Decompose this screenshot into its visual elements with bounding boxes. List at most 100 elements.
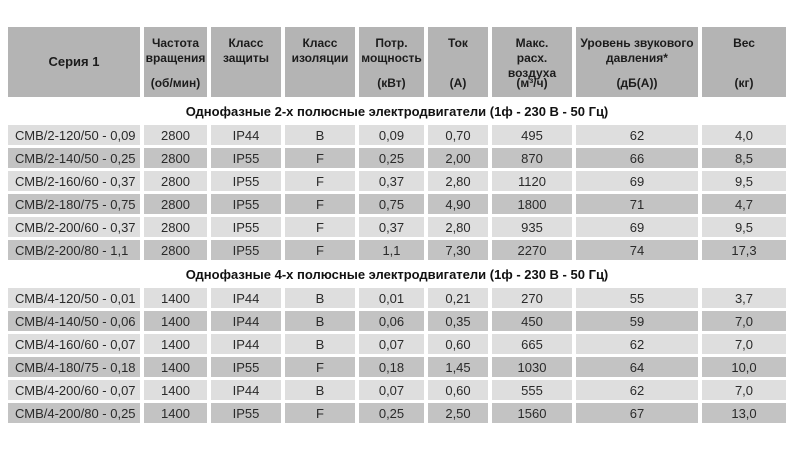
cell-current: 2,50 — [428, 403, 488, 423]
column-unit: (кВт) — [377, 76, 406, 90]
section-header-row-2pole: Однофазные 2-х полюсные электродвигатели… — [8, 100, 786, 122]
column-title: Вес — [733, 36, 755, 50]
cell-weight: 3,7 — [702, 288, 786, 308]
cell-insulation: F — [285, 171, 355, 191]
cell-current: 0,60 — [428, 334, 488, 354]
table-row: СМВ/4-180/75 - 0,18 1400 IP55 F 0,18 1,45 1030… — [8, 357, 786, 377]
cell-noise: 64 — [576, 357, 698, 377]
cell-power: 0,37 — [359, 217, 424, 237]
cell-airflow: 935 — [492, 217, 572, 237]
page: Серия 1 Частота вращения (об/мин) Класс з… — [4, 24, 790, 426]
cell-current: 2,80 — [428, 217, 488, 237]
column-header-insulation: Класс изоляции — [285, 27, 355, 97]
cell-weight: 7,0 — [702, 380, 786, 400]
cell-protection: IP44 — [211, 288, 281, 308]
cell-weight: 4,7 — [702, 194, 786, 214]
cell-weight: 17,3 — [702, 240, 786, 260]
cell-power: 0,18 — [359, 357, 424, 377]
cell-insulation: F — [285, 240, 355, 260]
table-header-row: Серия 1 Частота вращения (об/мин) Класс з… — [8, 27, 786, 97]
column-header-series: Серия 1 — [8, 27, 140, 97]
cell-current: 0,35 — [428, 311, 488, 331]
cell-protection: IP55 — [211, 217, 281, 237]
cell-power: 0,25 — [359, 148, 424, 168]
cell-series: СМВ/4-200/80 - 0,25 — [8, 403, 140, 423]
cell-noise: 74 — [576, 240, 698, 260]
cell-power: 0,37 — [359, 171, 424, 191]
cell-insulation: B — [285, 288, 355, 308]
table-row: СМВ/4-200/80 - 0,25 1400 IP55 F 0,25 2,50 1560… — [8, 403, 786, 423]
cell-rpm: 2800 — [144, 240, 207, 260]
cell-airflow: 555 — [492, 380, 572, 400]
cell-insulation: B — [285, 311, 355, 331]
column-unit: (кг) — [734, 76, 754, 90]
cell-insulation: B — [285, 380, 355, 400]
cell-rpm: 2800 — [144, 125, 207, 145]
column-header-weight: Вес (кг) — [702, 27, 786, 97]
cell-rpm: 2800 — [144, 171, 207, 191]
cell-airflow: 1560 — [492, 403, 572, 423]
cell-current: 4,90 — [428, 194, 488, 214]
cell-insulation: B — [285, 125, 355, 145]
cell-protection: IP44 — [211, 125, 281, 145]
column-header-noise: Уровень звукового давления* (дБ(А)) — [576, 27, 698, 97]
cell-weight: 7,0 — [702, 334, 786, 354]
cell-protection: IP55 — [211, 403, 281, 423]
cell-airflow: 1120 — [492, 171, 572, 191]
section-header-row-4pole: Однофазные 4-х полюсные электродвигатели… — [8, 263, 786, 285]
cell-rpm: 1400 — [144, 288, 207, 308]
cell-power: 1,1 — [359, 240, 424, 260]
table-row: СМВ/2-140/50 - 0,25 2800 IP55 F 0,25 2,00 870 6… — [8, 148, 786, 168]
column-title: Серия 1 — [48, 53, 100, 69]
cell-airflow: 870 — [492, 148, 572, 168]
table-row: СМВ/4-120/50 - 0,01 1400 IP44 B 0,01 0,21 270 5… — [8, 288, 786, 308]
section-header-2pole: Однофазные 2-х полюсные электродвигатели… — [8, 100, 786, 122]
column-header-current: Ток (А) — [428, 27, 488, 97]
cell-insulation: F — [285, 194, 355, 214]
cell-weight: 9,5 — [702, 171, 786, 191]
cell-weight: 9,5 — [702, 217, 786, 237]
column-title: Частота вращения — [145, 36, 206, 65]
column-header-protection: Класс защиты — [211, 27, 281, 97]
cell-current: 1,45 — [428, 357, 488, 377]
cell-series: СМВ/4-200/60 - 0,07 — [8, 380, 140, 400]
cell-protection: IP55 — [211, 148, 281, 168]
cell-noise: 55 — [576, 288, 698, 308]
cell-series: СМВ/2-140/50 - 0,25 — [8, 148, 140, 168]
cell-insulation: F — [285, 217, 355, 237]
cell-series: СМВ/2-200/80 - 1,1 — [8, 240, 140, 260]
cell-series: СМВ/4-180/75 - 0,18 — [8, 357, 140, 377]
cell-rpm: 2800 — [144, 217, 207, 237]
table-row: СМВ/2-200/60 - 0,37 2800 IP55 F 0,37 2,80 935 6… — [8, 217, 786, 237]
cell-noise: 66 — [576, 148, 698, 168]
motor-spec-table: Серия 1 Частота вращения (об/мин) Класс з… — [4, 24, 790, 426]
cell-series: СМВ/4-120/50 - 0,01 — [8, 288, 140, 308]
table-row: СМВ/4-140/50 - 0,06 1400 IP44 B 0,06 0,35 450 5… — [8, 311, 786, 331]
cell-protection: IP55 — [211, 240, 281, 260]
cell-noise: 62 — [576, 334, 698, 354]
cell-noise: 62 — [576, 125, 698, 145]
cell-protection: IP55 — [211, 357, 281, 377]
table-row: СМВ/2-120/50 - 0,09 2800 IP44 B 0,09 0,70 495 6… — [8, 125, 786, 145]
cell-power: 0,75 — [359, 194, 424, 214]
cell-series: СМВ/2-160/60 - 0,37 — [8, 171, 140, 191]
cell-series: СМВ/2-180/75 - 0,75 — [8, 194, 140, 214]
cell-protection: IP55 — [211, 194, 281, 214]
table-row: СМВ/2-180/75 - 0,75 2800 IP55 F 0,75 4,90 1800… — [8, 194, 786, 214]
cell-current: 0,70 — [428, 125, 488, 145]
column-title: Класс изоляции — [291, 36, 349, 65]
cell-noise: 62 — [576, 380, 698, 400]
cell-rpm: 2800 — [144, 148, 207, 168]
column-unit: (А) — [449, 76, 467, 90]
cell-power: 0,06 — [359, 311, 424, 331]
column-unit: (дБ(А)) — [616, 76, 658, 90]
cell-noise: 69 — [576, 217, 698, 237]
cell-noise: 69 — [576, 171, 698, 191]
cell-current: 0,60 — [428, 380, 488, 400]
cell-rpm: 2800 — [144, 194, 207, 214]
cell-airflow: 270 — [492, 288, 572, 308]
cell-insulation: F — [285, 357, 355, 377]
cell-insulation: F — [285, 148, 355, 168]
cell-series: СМВ/4-140/50 - 0,06 — [8, 311, 140, 331]
cell-protection: IP44 — [211, 380, 281, 400]
